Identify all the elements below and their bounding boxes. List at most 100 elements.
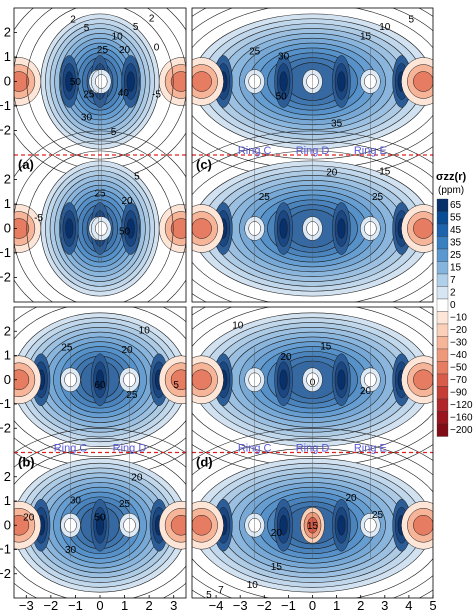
contour-label: 30 xyxy=(278,51,290,62)
y-tick-label: 1 xyxy=(4,49,11,64)
shielding-lobe xyxy=(170,218,186,239)
ring-label: Ring E xyxy=(354,443,387,455)
y-tick-label: 2 xyxy=(4,323,11,338)
shielding-lobe xyxy=(192,71,212,92)
contour-label: 20 xyxy=(280,352,292,363)
contour-label: 10 xyxy=(139,326,151,337)
contour-label: 5 xyxy=(111,127,117,138)
colorbar-swatch xyxy=(436,411,449,425)
colorbar-label: 55 xyxy=(450,213,462,224)
y-tick-label: 1 xyxy=(4,348,11,363)
ring-label: Ring C xyxy=(238,443,272,455)
y-tick-label: −1 xyxy=(0,396,11,411)
contour-lobe xyxy=(95,515,105,536)
colorbar-title: σzz(r) xyxy=(436,171,466,183)
panel-label: (d) xyxy=(196,455,213,470)
contour-label: 20 xyxy=(360,386,372,397)
contour-lobe xyxy=(337,71,346,92)
colorbar-label: −90 xyxy=(450,388,467,399)
contour-label: 25 xyxy=(61,343,73,354)
contour-label: 5 xyxy=(133,22,139,33)
colorbar-swatch xyxy=(436,236,449,250)
contour-label: 5 xyxy=(409,15,415,26)
contour-label: 25 xyxy=(126,390,138,401)
contour-label: 50 xyxy=(119,226,131,237)
ticks-layer: 210−1−2210−1−2210−1−2210−1−2−3−2−10123−4… xyxy=(0,25,437,610)
contour-label: 60 xyxy=(94,380,106,391)
contour-label: 25 xyxy=(372,510,384,521)
y-tick-label: −1 xyxy=(0,98,11,113)
contour-label: 2 xyxy=(70,15,76,26)
colorbar-label: −20 xyxy=(450,325,467,336)
colorbar-swatch xyxy=(436,223,449,237)
ring-label: Ring D xyxy=(296,145,330,157)
shielding-lobe xyxy=(192,369,212,390)
shielding-lobe xyxy=(14,71,30,92)
x-tick-label: 0 xyxy=(96,598,103,610)
colorbar-unit: (ppm) xyxy=(438,185,464,196)
shielding-lobe xyxy=(413,218,433,239)
contour-lobe xyxy=(126,71,135,92)
contour-label: 20 xyxy=(271,528,283,539)
colorbar-swatch xyxy=(436,373,449,387)
contour-label: 20 xyxy=(23,512,35,523)
contour-label: 25 xyxy=(259,192,271,203)
contour-label: 20 xyxy=(121,196,133,207)
contour-line xyxy=(14,307,186,457)
y-tick-label: 2 xyxy=(4,25,11,40)
contour-line xyxy=(14,448,186,598)
contour-lobe xyxy=(65,71,74,92)
x-tick-label: 3 xyxy=(381,598,388,610)
colorbar-label: 7 xyxy=(450,275,456,286)
panel-label: (b) xyxy=(18,455,35,470)
x-tick-label: 1 xyxy=(333,598,340,610)
colorbar-swatch xyxy=(436,198,449,212)
panel-label: (c) xyxy=(196,157,212,172)
x-tick-label: 5 xyxy=(429,598,436,610)
panel-3: 10 15 20 0 20 20 25 15 20 15 10 75 Ring C Ring D Ring … xyxy=(192,307,433,598)
contour-label: 15 xyxy=(320,341,332,352)
y-tick-label: 2 xyxy=(4,469,11,484)
x-tick-label: −1 xyxy=(68,598,83,610)
y-tick-label: −2 xyxy=(0,566,11,581)
contour-lobe xyxy=(337,369,346,390)
contour-label: 20 xyxy=(131,472,143,483)
contour-label: 30 xyxy=(65,545,77,556)
colorbar-swatch xyxy=(436,286,449,300)
contour-line xyxy=(14,140,186,302)
colorbar-swatch xyxy=(436,323,449,337)
colorbar-swatch xyxy=(436,336,449,350)
shielding-lobe xyxy=(192,218,212,239)
contour-lobe xyxy=(279,71,288,92)
colorbar-label: 25 xyxy=(450,250,462,261)
panel-label: (a) xyxy=(18,157,34,172)
contour-label: 15 xyxy=(379,166,391,177)
y-tick-label: −2 xyxy=(0,123,11,138)
y-tick-label: −1 xyxy=(0,542,11,557)
y-tick-label: −1 xyxy=(0,245,11,260)
x-tick-label: −1 xyxy=(281,598,296,610)
contour-label: 10 xyxy=(232,321,244,332)
panel-2: 10 25 20 60 25 5 20 30 25 50 20 30 Ring C Ring D xyxy=(14,307,186,598)
panel-border xyxy=(13,7,187,303)
colorbar-swatch xyxy=(436,311,449,325)
colorbar-swatch xyxy=(436,398,449,412)
contour-label: 25 xyxy=(83,89,95,100)
contour-lobe xyxy=(126,218,135,239)
contour-label: 25 xyxy=(94,188,106,199)
x-tick-label: −4 xyxy=(209,598,224,610)
colorbar-swatch xyxy=(436,423,449,437)
colorbar-label: 15 xyxy=(450,263,462,274)
contour-lobe xyxy=(279,218,288,239)
colorbar-label: −160 xyxy=(450,413,473,424)
shielding-lobe xyxy=(14,218,30,239)
colorbar-label: 0 xyxy=(450,300,456,311)
shielding-lobe xyxy=(14,369,30,390)
contour-label: 25 xyxy=(249,46,261,57)
contour-label: 50 xyxy=(70,77,82,88)
contour-label: 40 xyxy=(118,88,130,99)
ring-label: Ring D xyxy=(296,443,330,455)
